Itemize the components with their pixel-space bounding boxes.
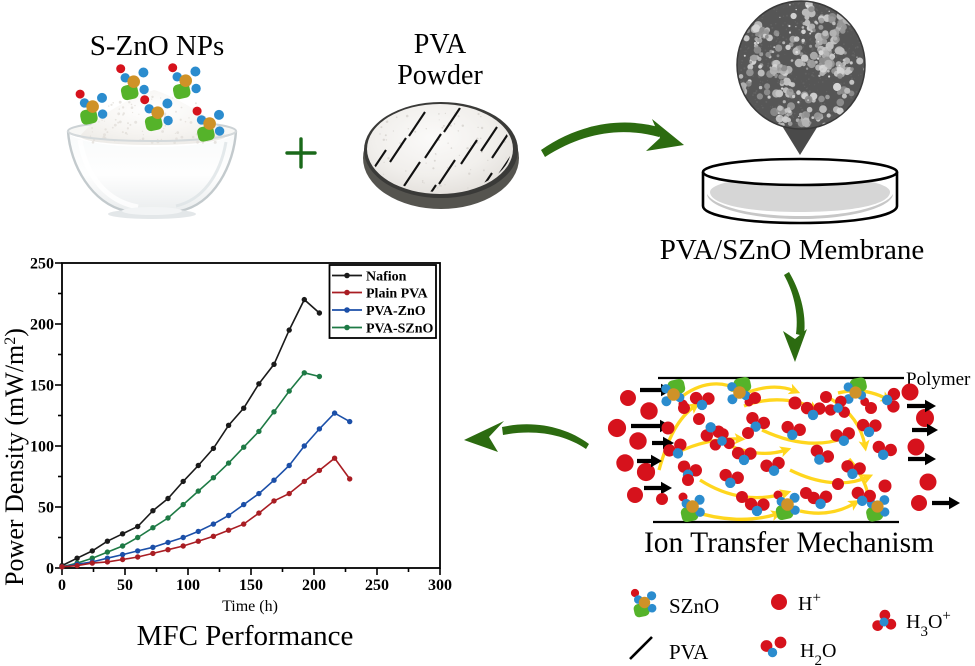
svg-text:0: 0 xyxy=(58,577,66,594)
svg-text:Plain PVA: Plain PVA xyxy=(366,286,428,301)
svg-text:50: 50 xyxy=(117,577,133,594)
svg-text:200: 200 xyxy=(302,577,326,594)
svg-text:PVA: PVA xyxy=(414,29,467,60)
svg-text:PVA-ZnO: PVA-ZnO xyxy=(366,304,426,319)
svg-text:Powder: Powder xyxy=(397,60,483,91)
svg-text:250: 250 xyxy=(365,577,389,594)
svg-text:S-ZnO NPs: S-ZnO NPs xyxy=(90,30,225,62)
svg-text:150: 150 xyxy=(239,577,263,594)
svg-text:SZnO: SZnO xyxy=(669,594,719,618)
svg-text:Time (h): Time (h) xyxy=(222,598,278,615)
svg-text:Power Density (mW/m2): Power Density (mW/m2) xyxy=(0,328,29,586)
svg-text:MFC Performance: MFC Performance xyxy=(137,620,354,652)
svg-text:200: 200 xyxy=(30,317,54,334)
svg-text:Ion Transfer Mechanism: Ion Transfer Mechanism xyxy=(644,527,934,559)
svg-text:100: 100 xyxy=(176,577,200,594)
svg-text:50: 50 xyxy=(38,500,54,517)
svg-text:300: 300 xyxy=(428,577,452,594)
svg-text:PVA/SZnO Membrane: PVA/SZnO Membrane xyxy=(660,234,924,266)
svg-text:Nafion: Nafion xyxy=(366,269,407,284)
svg-text:250: 250 xyxy=(30,256,54,273)
svg-text:Polymer: Polymer xyxy=(906,369,971,390)
svg-text:PVA-SZnO: PVA-SZnO xyxy=(366,321,434,336)
svg-text:0: 0 xyxy=(46,561,54,578)
svg-text:PVA: PVA xyxy=(669,640,709,664)
svg-text:100: 100 xyxy=(30,439,54,456)
svg-text:150: 150 xyxy=(30,378,54,395)
